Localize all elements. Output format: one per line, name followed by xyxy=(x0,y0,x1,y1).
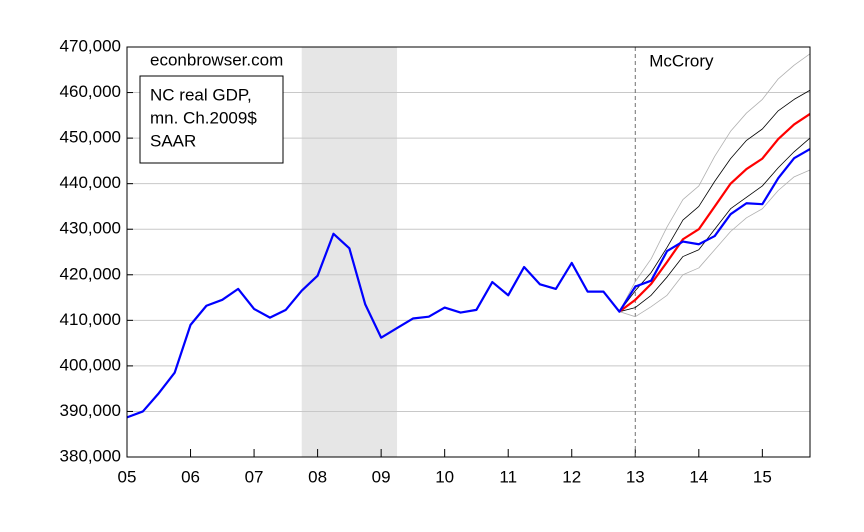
x-tick-label: 11 xyxy=(499,467,517,486)
watermark: econbrowser.com xyxy=(150,50,283,69)
x-tick-label: 15 xyxy=(753,467,772,486)
x-tick-label: 08 xyxy=(308,467,327,486)
x-tick-label: 06 xyxy=(181,467,200,486)
y-tick-label: 390,000 xyxy=(60,401,121,420)
y-tick-label: 430,000 xyxy=(60,219,121,238)
series-line xyxy=(619,169,811,318)
y-tick-label: 420,000 xyxy=(60,264,121,283)
x-tick-label: 05 xyxy=(118,467,137,486)
text-box-line: mn. Ch.2009$ xyxy=(150,108,257,127)
text-box xyxy=(139,75,284,164)
y-tick-label: 380,000 xyxy=(60,446,121,465)
x-tick-label: 09 xyxy=(372,467,391,486)
y-tick-label: 470,000 xyxy=(60,36,121,55)
y-tick-label: 410,000 xyxy=(60,310,121,329)
series-line xyxy=(619,89,811,312)
text-box-line: NC real GDP, xyxy=(150,85,252,104)
series-line xyxy=(619,137,811,313)
text-box-line: SAAR xyxy=(150,131,196,150)
x-tick-label: 14 xyxy=(689,467,708,486)
y-tick-label: 450,000 xyxy=(60,128,121,147)
x-tick-label: 07 xyxy=(245,467,264,486)
event-label: McCrory xyxy=(649,51,714,70)
y-tick-label: 460,000 xyxy=(60,82,121,101)
plot-frame xyxy=(126,46,811,458)
y-tick-label: 440,000 xyxy=(60,173,121,192)
y-tick-label: 400,000 xyxy=(60,355,121,374)
series-line xyxy=(619,53,811,312)
x-tick-label: 13 xyxy=(626,467,645,486)
series-line xyxy=(126,148,811,419)
x-tick-label: 12 xyxy=(562,467,581,486)
series-line xyxy=(618,113,811,313)
x-tick-label: 10 xyxy=(435,467,454,486)
